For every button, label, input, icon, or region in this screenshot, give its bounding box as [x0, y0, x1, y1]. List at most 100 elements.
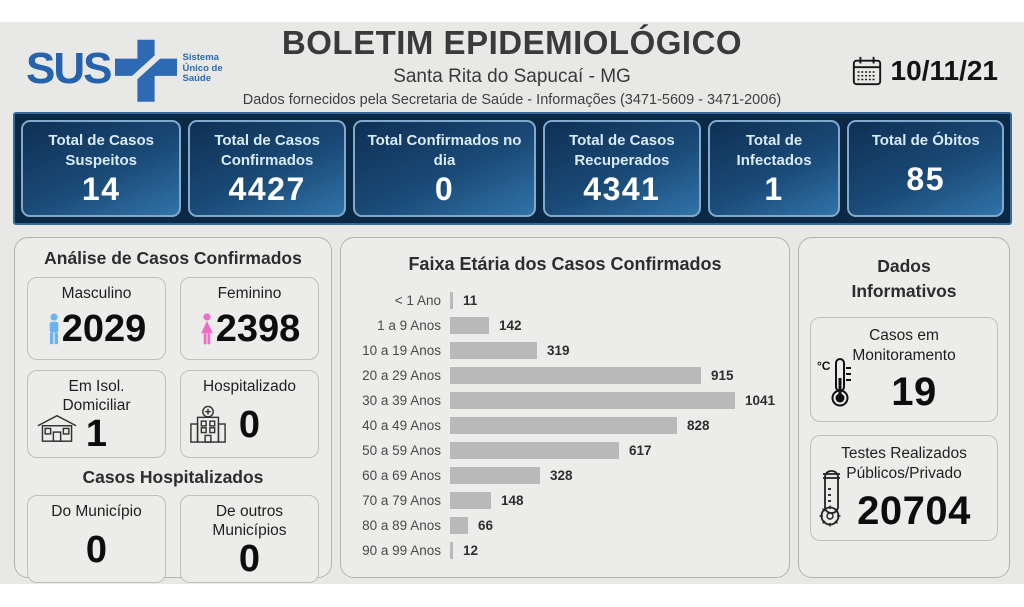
chart-value-label: 915	[710, 368, 734, 383]
isolation-card: Em Isol. Domiciliar 1	[27, 370, 166, 459]
chart-bar	[449, 367, 701, 384]
other-municipalities-label: De outros Municípios	[212, 503, 287, 539]
age-chart-panel: Faixa Etária dos Casos Confirmados < 1 A…	[339, 237, 791, 578]
stat-label: Total de Casos Recuperados	[569, 132, 675, 169]
analysis-panel: Análise de Casos Confirmados Masculino 2…	[14, 237, 332, 584]
sus-logo-text: SUS	[26, 44, 112, 93]
male-label: Masculino	[61, 285, 132, 302]
page-title: BOLETIM EPIDEMIOLÓGICO	[281, 24, 743, 61]
chart-bar	[449, 492, 491, 509]
stat-value: 85	[906, 161, 946, 198]
chart-bar	[449, 467, 540, 484]
stat-label: Total de Casos Suspeitos	[48, 132, 154, 169]
municipality-card: Do Município 0	[27, 495, 166, 584]
male-card: Masculino 2029	[27, 277, 166, 360]
info-panel: Dados Informativos Casos em Monitorament…	[798, 237, 1010, 578]
chart-value-label: 142	[498, 318, 522, 333]
stat-value: 4341	[583, 171, 661, 207]
chart-value-label: 617	[628, 443, 652, 458]
chart-category-label: 90 a 99 Anos	[362, 543, 441, 558]
chart-row: 80 a 89 Anos 66	[355, 513, 775, 538]
chart-category-label: 1 a 9 Anos	[377, 318, 441, 333]
test-tube-icon	[816, 469, 852, 532]
chart-row: < 1 Ano 11	[355, 288, 775, 313]
chart-bar	[449, 342, 537, 359]
stat-label: Total de Óbitos	[871, 132, 980, 149]
house-icon	[36, 413, 78, 448]
isolation-value: 1	[85, 413, 108, 456]
municipality-value: 0	[85, 529, 108, 572]
other-municipalities-card: De outros Municípios 0	[179, 495, 319, 584]
hospitalized-cases-title: Casos Hospitalizados	[82, 467, 264, 488]
chart-row: 40 a 49 Anos 828	[355, 413, 775, 438]
chart-category-label: < 1 Ano	[394, 293, 441, 308]
monitoring-value: 19	[891, 370, 937, 415]
female-label: Feminino	[217, 285, 282, 302]
stat-card-3: Total de Casos Recuperados 4341	[543, 120, 701, 217]
chart-row: 70 a 79 Anos 148	[355, 488, 775, 513]
chart-row: 30 a 39 Anos 1041	[355, 388, 775, 413]
tests-label: Testes Realizados Públicos/Privado	[841, 445, 967, 483]
main-content: Análise de Casos Confirmados Masculino 2…	[14, 237, 1010, 584]
chart-bar	[449, 517, 468, 534]
chart-category-label: 20 a 29 Anos	[362, 368, 441, 383]
sus-logo: SUS Sistema Único de Saúde	[26, 36, 232, 102]
chart-row: 60 a 69 Anos 328	[355, 463, 775, 488]
male-value-row: 2029	[47, 304, 147, 355]
chart-row: 10 a 19 Anos 319	[355, 338, 775, 363]
sus-logo-tagline: Sistema Único de Saúde	[182, 51, 223, 85]
info-line: Dados fornecidos pela Secretaria de Saúd…	[242, 92, 782, 108]
chart-bar	[449, 392, 735, 409]
chart-value-label: 1041	[744, 393, 776, 408]
chart-bar	[449, 442, 619, 459]
monitoring-card: Casos em Monitoramento °C 19	[810, 317, 998, 423]
hospital-icon	[189, 405, 227, 448]
stat-label: Total de Casos Confirmados	[214, 132, 320, 169]
analysis-title: Análise de Casos Confirmados	[44, 248, 302, 268]
age-chart-title: Faixa Etária dos Casos Confirmados	[408, 254, 722, 274]
female-icon	[199, 313, 215, 346]
chart-category-label: 10 a 19 Anos	[362, 343, 441, 358]
chart-value-label: 328	[549, 468, 573, 483]
stat-label: Total Confirmados no dia	[367, 132, 522, 169]
stat-value: 14	[81, 171, 121, 207]
date-text: 10/11/21	[890, 55, 998, 86]
male-icon	[47, 313, 61, 346]
stat-label: Total de Infectados	[736, 132, 812, 169]
municipality-row: Do Município 0 De outros Municípios 0	[27, 495, 319, 584]
stats-bar: Total de Casos Suspeitos 14 Total de Casos…	[13, 112, 1012, 225]
thermometer-icon: °C	[816, 356, 856, 413]
female-value: 2398	[215, 308, 301, 351]
page-subtitle: Santa Rita do Sapucaí - MG	[393, 66, 631, 87]
info-panel-title: Dados Informativos	[851, 256, 957, 301]
stat-value: 1	[764, 171, 784, 207]
stat-card-4: Total de Infectados 1	[707, 120, 841, 217]
hospitalized-card: Hospitalizado 0	[179, 370, 319, 459]
date-display: 10/11/21	[851, 55, 998, 87]
female-value-row: 2398	[199, 304, 301, 355]
calendar-icon	[851, 55, 883, 87]
hospitalized-label: Hospitalizado	[202, 378, 296, 395]
chart-category-label: 60 a 69 Anos	[362, 468, 441, 483]
chart-value-label: 148	[500, 493, 524, 508]
age-chart: < 1 Ano 11 1 a 9 Anos 142 10 a 19 Anos 319 20 …	[355, 288, 775, 563]
svg-text:°C: °C	[817, 359, 831, 373]
stat-card-5: Total de Óbitos 85	[847, 120, 1005, 217]
isolation-row: Em Isol. Domiciliar 1 Hospitalizado	[27, 370, 319, 459]
tests-card: Testes Realizados Públicos/Privado	[810, 435, 998, 541]
chart-category-label: 50 a 59 Anos	[362, 443, 441, 458]
sus-cross-icon	[115, 36, 178, 102]
chart-row: 1 a 9 Anos 142	[355, 313, 775, 338]
chart-category-label: 40 a 49 Anos	[362, 418, 441, 433]
chart-category-label: 30 a 39 Anos	[362, 393, 441, 408]
chart-row: 20 a 29 Anos 915	[355, 363, 775, 388]
stat-card-0: Total de Casos Suspeitos 14	[21, 120, 182, 217]
chart-value-label: 66	[477, 518, 493, 533]
chart-bar	[449, 292, 453, 309]
male-value: 2029	[61, 308, 147, 351]
stat-value: 0	[434, 171, 455, 207]
female-card: Feminino 2398	[179, 277, 319, 360]
stat-card-2: Total Confirmados no dia 0	[352, 120, 537, 217]
chart-category-label: 80 a 89 Anos	[362, 518, 441, 533]
gender-row: Masculino 2029 Feminino	[27, 277, 319, 360]
